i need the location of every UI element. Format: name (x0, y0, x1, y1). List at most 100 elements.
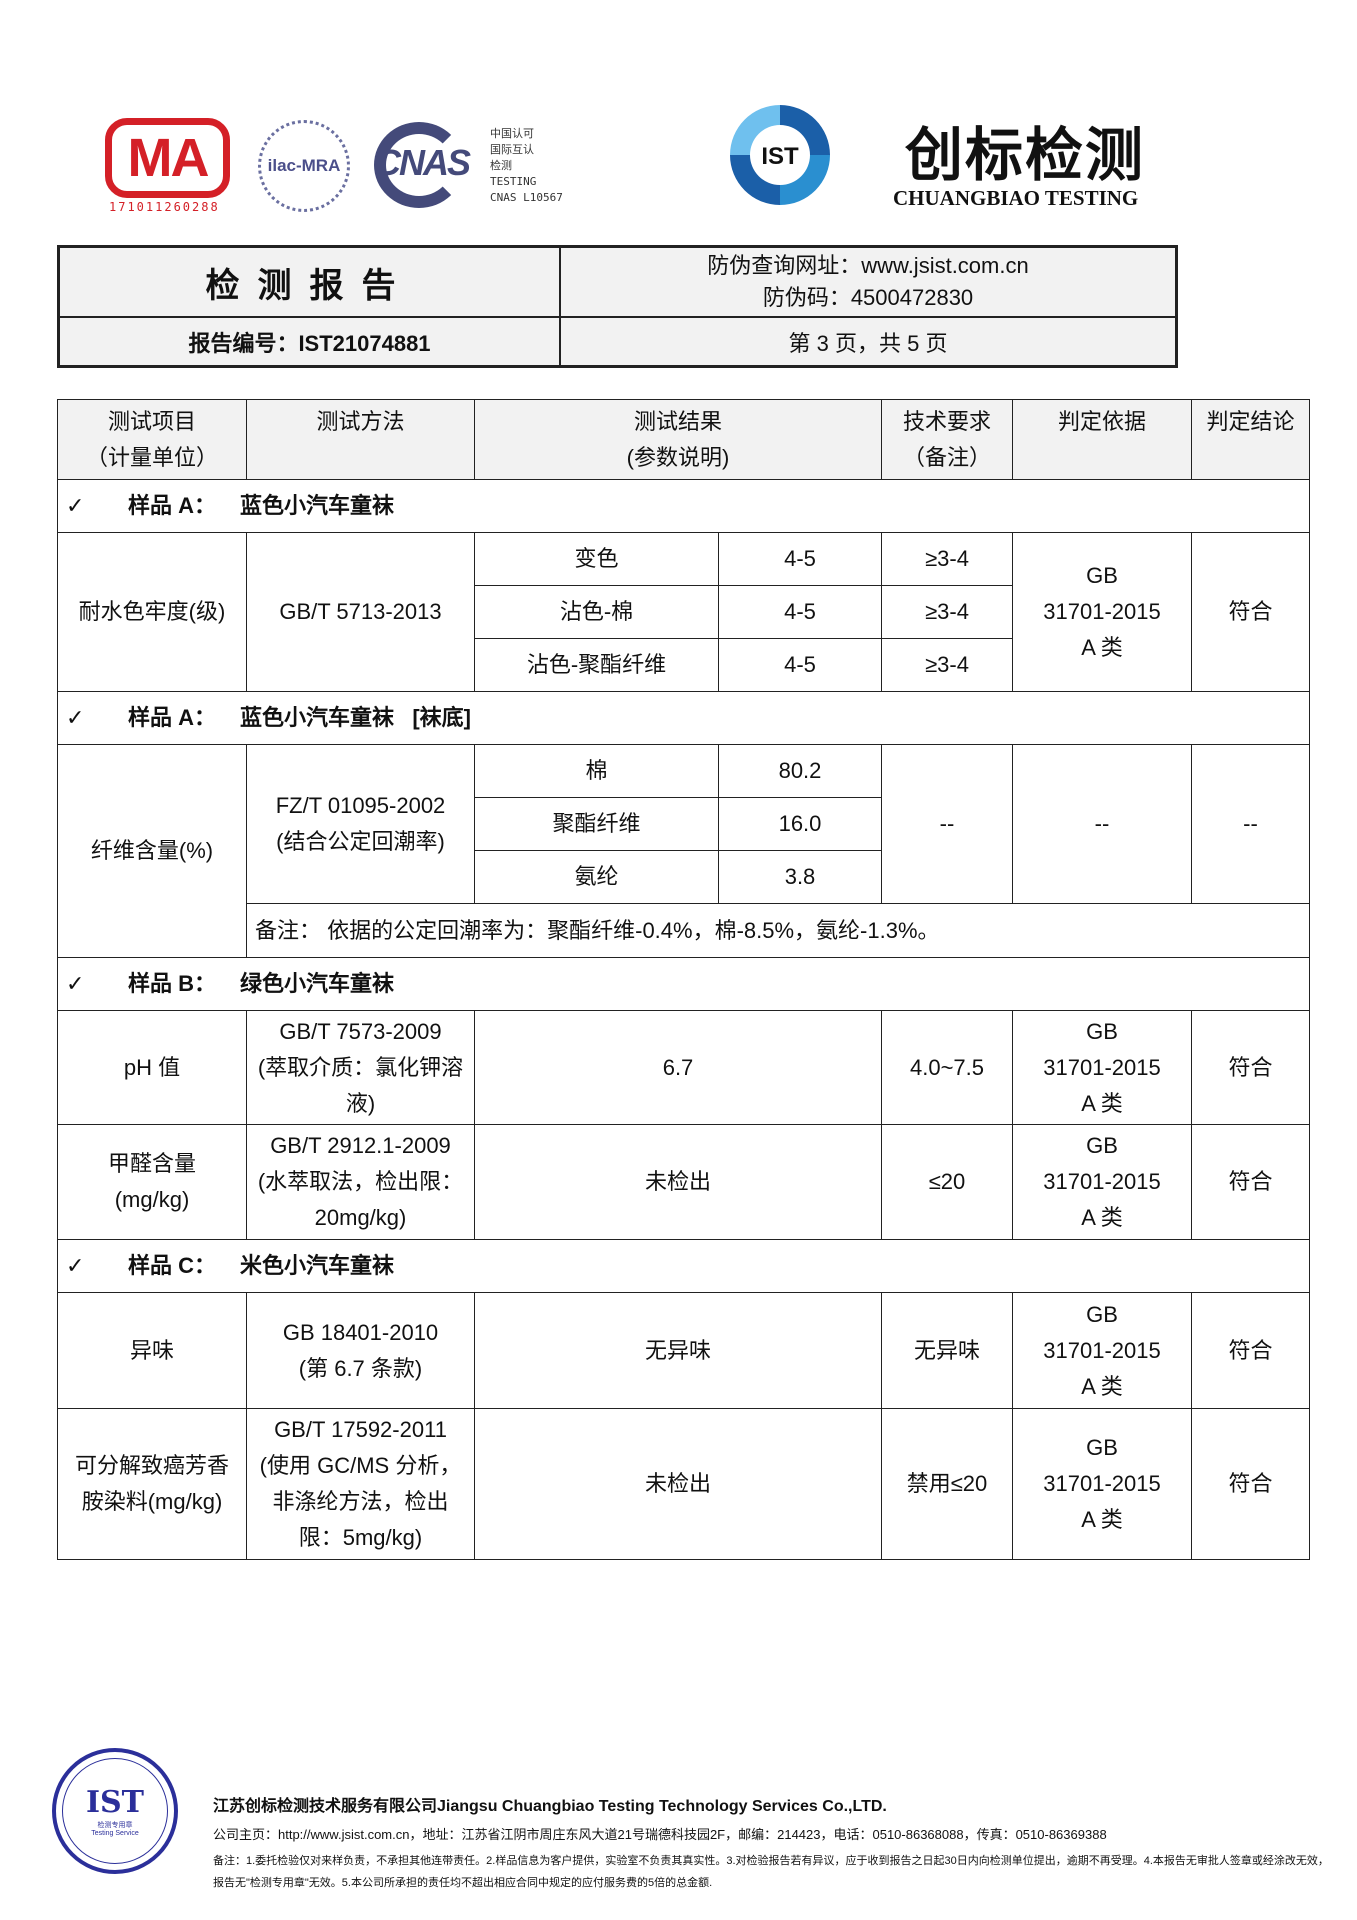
fiber-note: 备注： 依据的公定回潮率为：聚酯纤维-0.4%，棉-8.5%，氨纶-1.3%。 (246, 903, 1310, 958)
param-cell: 沾色-棉 (474, 585, 719, 639)
sample-row: ✓ 样品 A： 蓝色小汽车童袜 [袜底] (57, 691, 1310, 745)
company-contact: 公司主页：http://www.jsist.com.cn，地址：江苏省江阴市周庄… (213, 1827, 1107, 1842)
table-row: pH 值 GB/T 7573-2009 (萃取介质：氯化钾溶 液) 6.7 4.0~… (57, 1010, 1310, 1125)
seal-sub2: Testing Service (91, 1830, 139, 1837)
table-row: 耐水色牢度(级) GB/T 5713-2013 变色 4-5 ≥3-4 GB 31… (57, 532, 1310, 692)
req-cell: ≥3-4 (881, 532, 1013, 586)
report-title: 检测报告 (60, 248, 561, 318)
req-cell: ≤20 (881, 1124, 1013, 1240)
verify-info: 防伪查询网址：www.jsist.com.cn 防伪码：4500472830 (561, 248, 1175, 318)
brand-name-cn: 创标检测 (905, 121, 1146, 189)
cma-logo-mark: MA (105, 118, 230, 198)
table-row: 沾色-聚酯纤维 4-5 ≥3-4 (58, 638, 1310, 692)
ist-logo: IST (725, 100, 835, 210)
check-icon: ✓ (66, 971, 85, 996)
sample-row: ✓ 样品 C： 米色小汽车童袜 (57, 1239, 1310, 1293)
table-row: 异味 GB 18401-2010 (第 6.7 条款) 无异味 无异味 GB 317… (57, 1292, 1310, 1409)
ist-seal: IST 检测专用章 Testing Service (52, 1748, 178, 1874)
report-header: 检测报告 防伪查询网址：www.jsist.com.cn 防伪码：4500472… (57, 245, 1178, 368)
table-row: 沾色-棉 4-5 ≥3-4 (58, 585, 1310, 639)
table-row: 聚酯纤维 16.0 (58, 797, 1310, 851)
svg-text:IST: IST (761, 143, 799, 170)
verify-code: 防伪码：4500472830 (762, 285, 974, 310)
sample-c-label: ✓ 样品 C： 米色小汽车童袜 (57, 1239, 1310, 1293)
sample-row: ✓ 样品 A： 蓝色小汽车童袜 (57, 479, 1310, 533)
basis-cell: -- (1012, 744, 1192, 904)
item-cell: 纤维含量(%) (57, 744, 247, 958)
value-cell: 4-5 (718, 638, 882, 692)
item-cell: 异味 (57, 1292, 247, 1409)
col-header-item: 测试项目 （计量单位） (57, 399, 247, 480)
result-cell: 未检出 (474, 1408, 882, 1560)
table-header-row: 测试项目 （计量单位） 测试方法 测试结果 (参数说明) 技术要求 （备注） 判定依据… (57, 399, 1310, 480)
sample-a-sole-label: ✓ 样品 A： 蓝色小汽车童袜 [袜底] (57, 691, 1310, 745)
ilac-mra-logo: ilac-MRA (258, 120, 350, 212)
col-header-method: 测试方法 (246, 399, 475, 480)
item-cell: pH 值 (57, 1010, 247, 1125)
note-row: 备注： 依据的公定回潮率为：聚酯纤维-0.4%，棉-8.5%，氨纶-1.3%。 (58, 903, 1310, 958)
param-cell: 氨纶 (474, 850, 719, 904)
cnas-line: 国际互认 (490, 143, 534, 156)
cnas-side-text: 中国认可 国际互认 检测 TESTING CNAS L10567 (490, 126, 563, 206)
conclusion-cell: 符合 (1191, 1124, 1310, 1240)
param-cell: 变色 (474, 532, 719, 586)
basis-cell: GB 31701-2015 A 类 (1012, 1292, 1192, 1409)
cma-number: 171011260288 (109, 200, 220, 214)
param-cell: 聚酯纤维 (474, 797, 719, 851)
basis-cell: GB 31701-2015 A 类 (1012, 1408, 1192, 1560)
result-cell: 6.7 (474, 1010, 882, 1125)
company-name: 江苏创标检测技术服务有限公司Jiangsu Chuangbiao Testing… (213, 1798, 887, 1815)
check-icon: ✓ (66, 493, 85, 518)
cnas-logo: CNAS (366, 122, 478, 208)
result-cell: 未检出 (474, 1124, 882, 1240)
seal-text: IST (85, 1785, 145, 1820)
req-cell: ≥3-4 (881, 638, 1013, 692)
verify-url: 防伪查询网址：www.jsist.com.cn (707, 253, 1029, 278)
report-number: 报告编号：IST21074881 (60, 318, 561, 365)
cnas-line: 中国认可 (490, 127, 534, 140)
footer-notes: 备注：1.委托检验仅对来样负责，不承担其他连带责任。2.样品信息为客户提供，实验… (213, 1855, 1329, 1889)
cnas-line: CNAS L10567 (490, 191, 563, 204)
value-cell: 80.2 (718, 744, 882, 798)
table-row: 甲醛含量 (mg/kg) GB/T 2912.1-2009 (水萃取法，检出限： 20… (57, 1124, 1310, 1240)
item-cell: 可分解致癌芳香 胺染料(mg/kg) (57, 1408, 247, 1560)
conclusion-cell: -- (1191, 744, 1310, 904)
page-info: 第 3 页，共 5 页 (788, 330, 948, 356)
seal-sub1: 检测专用章 (97, 1822, 133, 1829)
col-header-result: 测试结果 (参数说明) (474, 399, 882, 480)
method-cell: GB/T 7573-2009 (萃取介质：氯化钾溶 液) (246, 1010, 475, 1125)
sample-row: ✓ 样品 B： 绿色小汽车童袜 (57, 957, 1310, 1011)
conclusion-cell: 符合 (1191, 1292, 1310, 1409)
basis-cell: GB 31701-2015 A 类 (1012, 532, 1192, 692)
conclusion-cell: 符合 (1191, 1408, 1310, 1560)
basis-cell: GB 31701-2015 A 类 (1012, 1124, 1192, 1240)
col-header-requirement: 技术要求 （备注） (881, 399, 1013, 480)
value-cell: 16.0 (718, 797, 882, 851)
item-cell: 甲醛含量 (mg/kg) (57, 1124, 247, 1240)
cnas-line: 检测 (490, 159, 512, 172)
col-header-conclusion: 判定结论 (1191, 399, 1310, 480)
item-cell: 耐水色牢度(级) (57, 532, 247, 692)
param-cell: 棉 (474, 744, 719, 798)
table-row: 可分解致癌芳香 胺染料(mg/kg) GB/T 17592-2011 (使用 GC/… (57, 1408, 1310, 1560)
method-cell: GB/T 17592-2011 (使用 GC/MS 分析， 非涤纶方法，检出 限：5m… (246, 1408, 475, 1560)
table-row: 氨纶 3.8 (58, 850, 1310, 904)
value-cell: 4-5 (718, 585, 882, 639)
req-cell: ≥3-4 (881, 585, 1013, 639)
cnas-logo-text: CNAS (374, 142, 471, 183)
table-row: 纤维含量(%) FZ/T 01095-2002 (结合公定回潮率) 棉 80.2 … (57, 744, 1310, 958)
cma-logo: MA 171011260288 (105, 118, 240, 218)
check-icon: ✓ (66, 1253, 85, 1278)
req-cell: 无异味 (881, 1292, 1013, 1409)
col-header-basis: 判定依据 (1012, 399, 1192, 480)
method-cell: GB/T 5713-2013 (246, 532, 475, 692)
result-cell: 无异味 (474, 1292, 882, 1409)
value-cell: 3.8 (718, 850, 882, 904)
sample-a-label: ✓ 样品 A： 蓝色小汽车童袜 (57, 479, 1310, 533)
value-cell: 4-5 (718, 532, 882, 586)
req-cell: 禁用≤20 (881, 1408, 1013, 1560)
basis-cell: GB 31701-2015 A 类 (1012, 1010, 1192, 1125)
brand-name-en: CHUANGBIAO TESTING (893, 186, 1139, 210)
cnas-line: TESTING (490, 175, 537, 188)
results-table: 测试项目 （计量单位） 测试方法 测试结果 (参数说明) 技术要求 （备注） 判定依据… (57, 399, 1310, 1560)
